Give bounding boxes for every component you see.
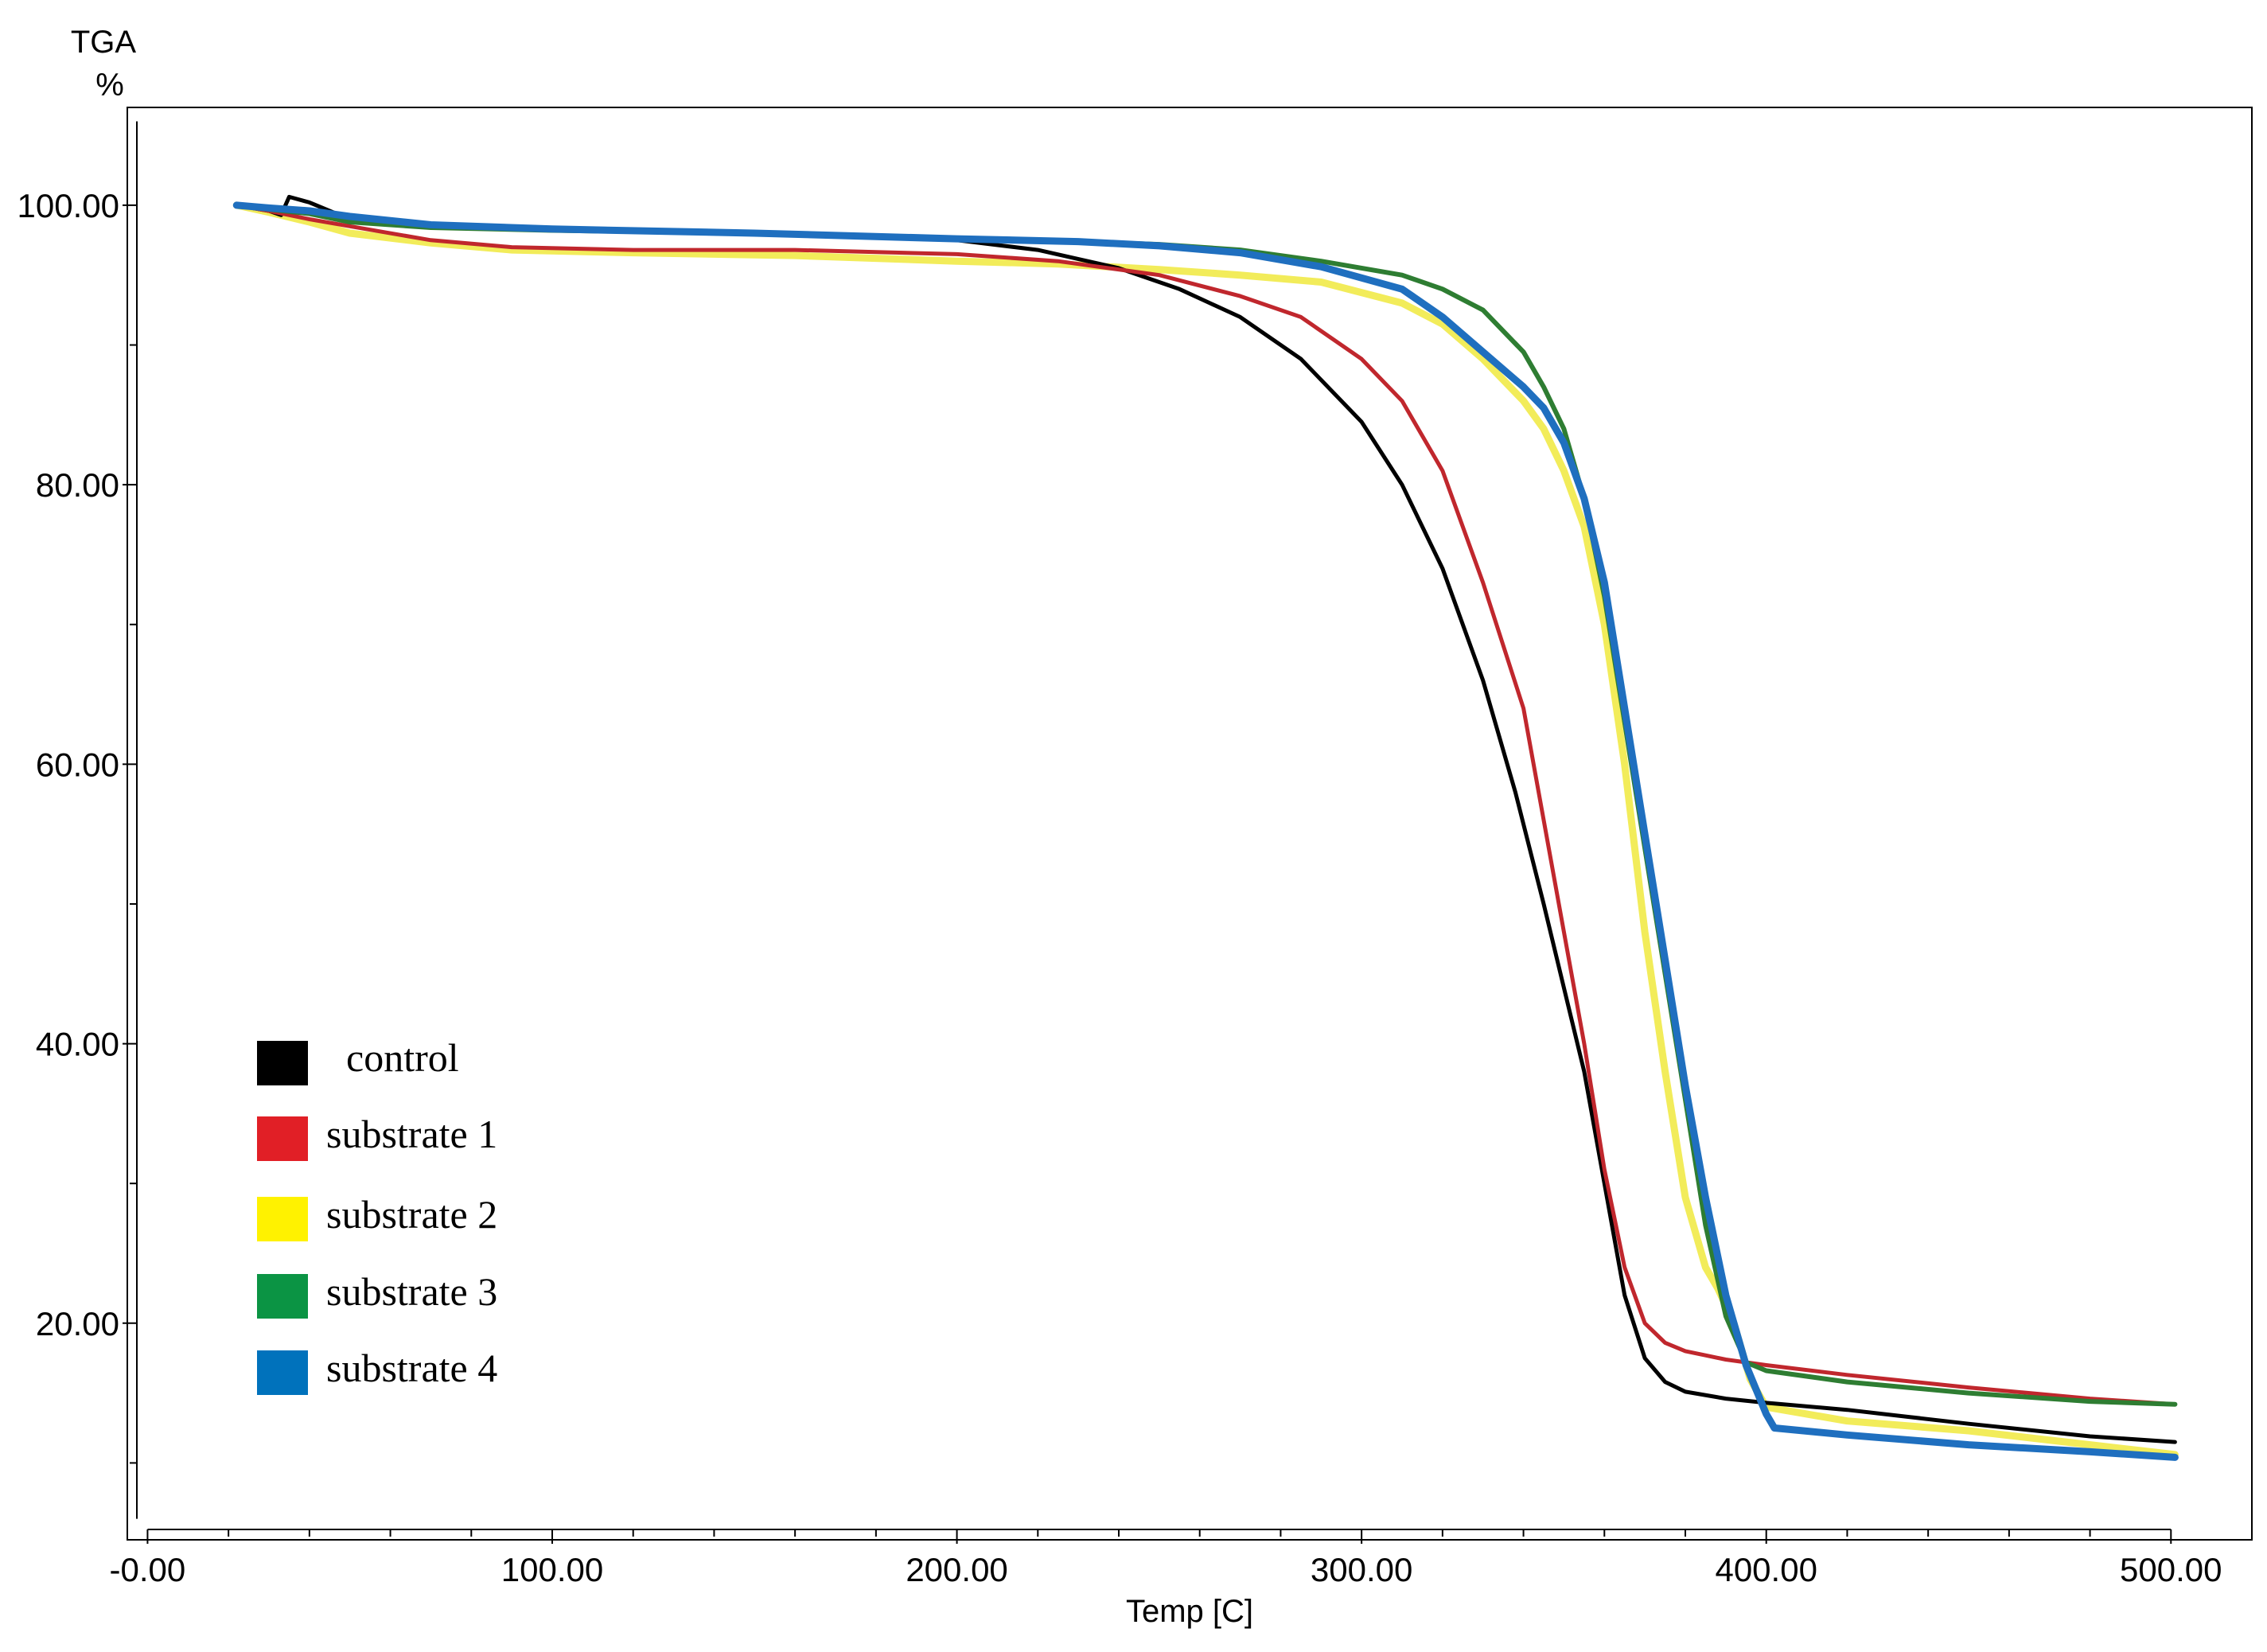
x-tick-label: 400.00 <box>1715 1551 1817 1588</box>
x-tick-label: 300.00 <box>1311 1551 1412 1588</box>
x-tick-label: 500.00 <box>2120 1551 2222 1588</box>
legend-label-substrate-4: substrate 4 <box>326 1346 497 1390</box>
y-axis-unit: % <box>95 68 124 103</box>
legend-swatch-substrate-3 <box>257 1274 308 1319</box>
y-tick-label: 60.00 <box>36 746 119 783</box>
plot-frame <box>127 107 2253 1541</box>
series-line-substrate-1 <box>234 203 2177 1407</box>
legend-label-substrate-1: substrate 1 <box>326 1112 497 1156</box>
legend-label-substrate-2: substrate 2 <box>326 1192 497 1237</box>
legend-swatch-substrate-4 <box>257 1350 308 1395</box>
x-tick-label: 200.00 <box>906 1551 1007 1588</box>
legend-swatch-control <box>257 1041 308 1085</box>
series-line-substrate-4 <box>232 201 2179 1461</box>
y-tick-label: 80.00 <box>36 466 119 504</box>
x-tick-label: 100.00 <box>501 1551 603 1588</box>
x-axis-ticks: -0.00 100.00 200.00 300.00 400.00 500.00 <box>110 1529 2222 1588</box>
legend-swatch-substrate-1 <box>257 1116 308 1161</box>
x-axis-title: Temp [C] <box>1126 1594 1253 1629</box>
y-tick-label: 40.00 <box>36 1026 119 1063</box>
y-axis-title: TGA <box>71 25 137 60</box>
y-axis-ticks: 20.00 40.00 60.00 80.00 100.00 <box>18 121 138 1519</box>
series-layer <box>232 194 2179 1461</box>
legend-swatch-substrate-2 <box>257 1197 308 1241</box>
y-tick-label: 100.00 <box>18 187 119 224</box>
legend: control substrate 1 substrate 2 substrat… <box>257 1035 497 1395</box>
legend-label-control: control <box>346 1035 459 1080</box>
y-tick-label: 20.00 <box>36 1305 119 1342</box>
legend-label-substrate-3: substrate 3 <box>326 1269 497 1314</box>
x-tick-label: -0.00 <box>110 1551 186 1588</box>
